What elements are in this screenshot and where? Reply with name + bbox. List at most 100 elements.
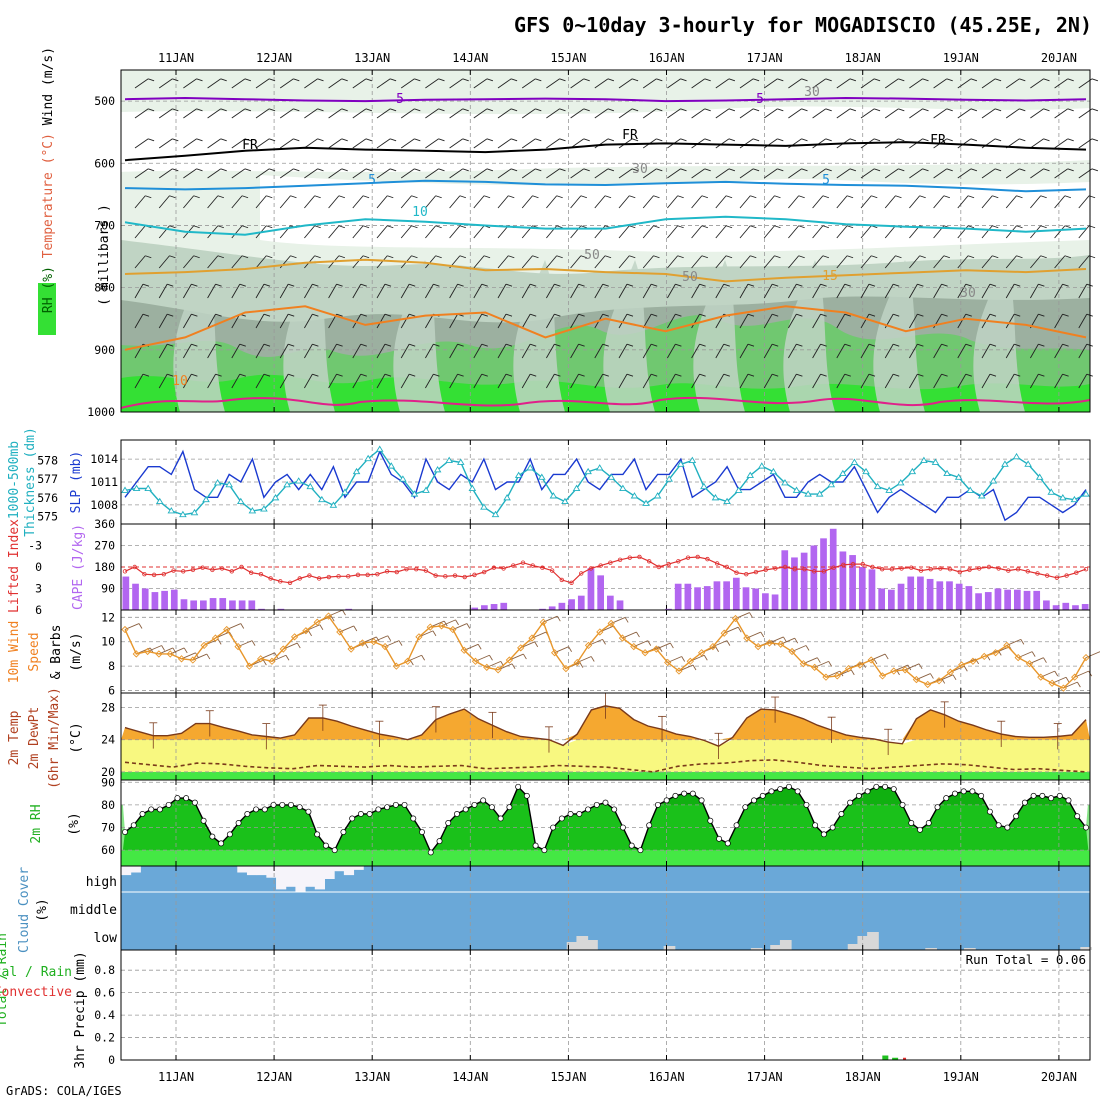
isotherm xyxy=(124,141,1087,162)
wind-barb xyxy=(425,255,437,269)
wind-barb-flag xyxy=(341,78,348,82)
wind-barb xyxy=(546,343,555,359)
date-tick-top: 11JAN xyxy=(158,51,194,65)
wind-barb-flag xyxy=(559,168,566,172)
wind-barb-flag xyxy=(1040,225,1047,229)
wind-barb-flag xyxy=(411,195,418,199)
wind-barb xyxy=(521,373,531,389)
wind-barb xyxy=(473,373,483,389)
wind-barb-flag xyxy=(922,138,929,142)
wind-barb xyxy=(546,255,558,269)
wind-barb-flag xyxy=(217,225,225,229)
temp-area-high xyxy=(121,705,1090,740)
wind-barb-flag xyxy=(353,625,358,632)
data-point xyxy=(313,618,321,626)
wind-barb xyxy=(618,225,630,239)
wind-barb xyxy=(788,313,797,329)
wind-barb-flag xyxy=(772,283,779,287)
data-point xyxy=(223,625,231,634)
wind-barb-flag xyxy=(459,255,467,259)
li-point xyxy=(792,566,797,572)
cape-bar xyxy=(151,592,159,610)
li-point xyxy=(200,565,205,570)
wind-barb-flag xyxy=(737,626,742,633)
li-point xyxy=(423,568,429,573)
wind-barb-flag xyxy=(629,255,636,259)
wind-barb xyxy=(546,168,560,179)
wind-barb xyxy=(449,225,461,239)
wind-barb-flag xyxy=(994,78,1002,82)
wind-barb-flag xyxy=(580,225,588,229)
contour-label: 10 xyxy=(412,205,428,220)
cape-bar xyxy=(1081,604,1089,610)
wind-barb xyxy=(691,195,703,209)
data-point xyxy=(720,629,728,637)
wind-barb-flag xyxy=(1064,255,1072,259)
data-point xyxy=(296,804,303,811)
cape-bar xyxy=(229,600,236,610)
wind-barb xyxy=(691,168,705,179)
wind-barb-flag xyxy=(387,195,394,199)
data-point xyxy=(777,786,784,793)
wind-barb-flag xyxy=(285,655,290,661)
wind-barb-flag xyxy=(362,255,370,259)
high-cloud-gap xyxy=(314,866,325,890)
wind-barb-flag xyxy=(873,168,881,172)
slp-tick-label: 1014 xyxy=(90,452,118,466)
wind-barb xyxy=(788,373,797,389)
wind-barb xyxy=(255,255,267,269)
wind-barb-flag xyxy=(508,255,515,259)
high-cloud-gap xyxy=(285,866,296,887)
wind-barb-flag xyxy=(653,225,660,229)
wind-barb-flag xyxy=(244,168,252,172)
wind-barb-flag xyxy=(922,168,929,172)
data-point xyxy=(697,649,706,657)
wind-barb-flag xyxy=(266,195,273,199)
wind-barb xyxy=(788,283,797,299)
wind-barb xyxy=(497,168,512,179)
wind-barb-flag xyxy=(844,373,851,377)
wind-barb xyxy=(1078,343,1088,359)
wind-barb xyxy=(1030,138,1044,149)
data-point xyxy=(960,788,967,795)
cape-bar xyxy=(897,583,905,610)
wind-barb-flag xyxy=(607,108,615,112)
wind-barb xyxy=(715,78,730,89)
data-point xyxy=(924,680,932,689)
data-point xyxy=(665,475,673,482)
li-point xyxy=(802,566,807,572)
wind-barb xyxy=(981,255,993,269)
wind-barb-flag xyxy=(820,343,827,347)
wind-barb xyxy=(667,283,676,299)
data-point xyxy=(456,458,465,465)
data-point xyxy=(664,658,672,667)
rh-plume xyxy=(173,260,225,412)
li-point xyxy=(1083,566,1089,572)
wind-barb xyxy=(1030,373,1039,389)
data-point xyxy=(573,658,581,667)
data-point xyxy=(347,645,355,653)
wind-barb-flag xyxy=(481,373,488,377)
wind-barb xyxy=(255,108,270,119)
cape-bar xyxy=(1033,590,1041,610)
temp-tick-label: 20 xyxy=(101,765,115,779)
wind-barb xyxy=(328,108,342,119)
axis-label-part: RH (%) xyxy=(41,266,56,313)
wind-barb-flag xyxy=(481,313,488,317)
wind-barb xyxy=(788,195,800,209)
wind-barb xyxy=(231,283,241,299)
rh-legend-swatch xyxy=(38,283,56,335)
wind-barb-flag xyxy=(365,108,373,112)
wind-barb-flag xyxy=(196,78,203,82)
wind-barb xyxy=(134,78,149,89)
wind-barb-flag xyxy=(626,283,634,287)
wind-barb-flag xyxy=(268,138,276,142)
wind-barb-flag xyxy=(268,78,276,82)
wind-barb-flag xyxy=(965,283,972,287)
wind-barb xyxy=(909,78,923,89)
wind-barb-flag xyxy=(411,225,418,229)
wind-barb xyxy=(1054,313,1063,329)
wind-barb xyxy=(183,283,192,299)
wind-barb-flag xyxy=(868,283,876,287)
data-point xyxy=(804,490,812,497)
